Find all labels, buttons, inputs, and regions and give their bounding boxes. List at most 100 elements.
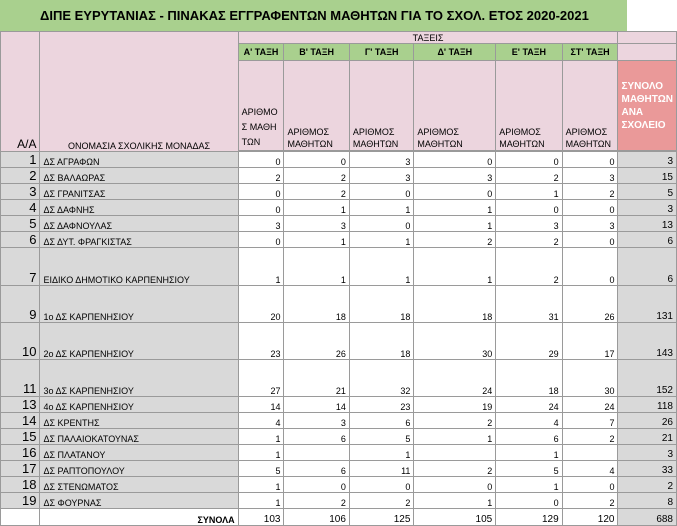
header-classes-group[interactable]: ΤΑΞΕΙΣ xyxy=(237,31,619,44)
student-count-cell[interactable]: 1 xyxy=(348,247,415,286)
student-count-cell[interactable]: 0 xyxy=(495,492,563,509)
school-name-cell[interactable]: ΔΣ ΚΡΕΝΤΗΣ xyxy=(39,412,239,429)
student-count-cell[interactable]: 1 xyxy=(237,428,285,445)
student-count-cell[interactable]: 21 xyxy=(283,359,350,397)
student-count-cell[interactable]: 30 xyxy=(561,359,619,397)
school-total-cell[interactable]: 131 xyxy=(617,285,677,323)
row-number-cell[interactable]: 14 xyxy=(0,412,41,429)
grand-total-cell[interactable]: 688 xyxy=(617,508,677,526)
student-count-cell[interactable]: 2 xyxy=(495,247,563,286)
school-total-cell[interactable]: 3 xyxy=(617,444,677,461)
school-total-cell[interactable]: 152 xyxy=(617,359,677,397)
row-number-cell[interactable]: 7 xyxy=(0,247,41,286)
student-count-cell[interactable]: 3 xyxy=(561,215,619,232)
student-count-cell[interactable]: 11 xyxy=(348,460,415,477)
school-name-cell[interactable]: ΔΣ ΓΡΑΝΙΤΣΑΣ xyxy=(39,183,239,200)
student-count-cell[interactable]: 2 xyxy=(283,492,350,509)
student-count-cell[interactable]: 17 xyxy=(561,322,619,360)
student-count-cell[interactable]: 23 xyxy=(348,396,415,413)
student-count-cell[interactable]: 1 xyxy=(348,231,415,248)
student-count-cell[interactable]: 6 xyxy=(283,460,350,477)
student-count-cell[interactable]: 6 xyxy=(495,428,563,445)
school-name-cell[interactable]: ΔΣ ΡΑΠΤΟΠΟΥΛΟΥ xyxy=(39,460,239,477)
row-number-cell[interactable]: 17 xyxy=(0,460,41,477)
header-class-a[interactable]: Α' ΤΑΞΗ xyxy=(237,43,285,61)
student-count-cell[interactable]: 0 xyxy=(413,151,497,168)
row-number-cell[interactable]: 19 xyxy=(0,492,41,509)
header-students-b[interactable]: ΑΡΙΘΜΟΣ ΜΑΘΗΤΩΝ xyxy=(283,60,350,151)
student-count-cell[interactable]: 26 xyxy=(283,322,350,360)
class-total-cell[interactable]: 103 xyxy=(237,508,285,526)
row-number-cell[interactable]: 5 xyxy=(0,215,41,232)
class-total-cell[interactable]: 120 xyxy=(561,508,619,526)
school-total-cell[interactable]: 143 xyxy=(617,322,677,360)
student-count-cell[interactable]: 1 xyxy=(283,231,350,248)
student-count-cell[interactable]: 19 xyxy=(413,396,497,413)
student-count-cell[interactable]: 18 xyxy=(283,285,350,323)
row-number-cell[interactable]: 3 xyxy=(0,183,41,200)
school-total-cell[interactable]: 118 xyxy=(617,396,677,413)
student-count-cell[interactable]: 5 xyxy=(237,460,285,477)
school-name-cell[interactable]: 4ο ΔΣ ΚΑΡΠΕΝΗΣΙΟΥ xyxy=(39,396,239,413)
student-count-cell[interactable]: 0 xyxy=(348,183,415,200)
student-count-cell[interactable]: 0 xyxy=(413,183,497,200)
totals-label[interactable]: ΣΥΝΟΛΑ xyxy=(39,508,239,526)
header-students-st[interactable]: ΑΡΙΘΜΟΣ ΜΑΘΗΤΩΝ xyxy=(561,60,619,151)
header-class-st[interactable]: ΣΤ' ΤΑΞΗ xyxy=(561,43,619,61)
student-count-cell[interactable]: 32 xyxy=(348,359,415,397)
header-class-c[interactable]: Γ' ΤΑΞΗ xyxy=(348,43,415,61)
student-count-cell[interactable]: 3 xyxy=(283,412,350,429)
student-count-cell[interactable]: 30 xyxy=(413,322,497,360)
school-name-cell[interactable]: ΔΣ ΔΥΤ. ΦΡΑΓΚΙΣΤΑΣ xyxy=(39,231,239,248)
row-number-cell[interactable]: 13 xyxy=(0,396,41,413)
student-count-cell[interactable]: 0 xyxy=(237,183,285,200)
student-count-cell[interactable]: 1 xyxy=(495,183,563,200)
student-count-cell[interactable]: 1 xyxy=(283,199,350,216)
student-count-cell[interactable]: 1 xyxy=(237,476,285,493)
student-count-cell[interactable]: 26 xyxy=(561,285,619,323)
student-count-cell[interactable]: 1 xyxy=(413,428,497,445)
student-count-cell[interactable]: 1 xyxy=(413,247,497,286)
header-aa[interactable]: Α/Α xyxy=(0,31,41,152)
header-students-c[interactable]: ΑΡΙΘΜΟΣ ΜΑΘΗΤΩΝ xyxy=(348,60,415,151)
student-count-cell[interactable]: 23 xyxy=(237,322,285,360)
student-count-cell[interactable]: 0 xyxy=(561,247,619,286)
student-count-cell[interactable]: 24 xyxy=(561,396,619,413)
totals-aa-blank[interactable] xyxy=(0,508,41,526)
student-count-cell[interactable]: 1 xyxy=(237,247,285,286)
row-number-cell[interactable]: 2 xyxy=(0,167,41,184)
student-count-cell[interactable]: 1 xyxy=(413,492,497,509)
student-count-cell[interactable]: 0 xyxy=(348,476,415,493)
student-count-cell[interactable]: 0 xyxy=(495,199,563,216)
title-bar[interactable]: ΔΙΠΕ ΕΥΡΥΤΑΝΙΑΣ - ΠΙΝΑΚΑΣ ΕΓΓΡΑΦΕΝΤΩΝ ΜΑ… xyxy=(0,0,627,32)
class-total-cell[interactable]: 129 xyxy=(495,508,563,526)
student-count-cell[interactable]: 0 xyxy=(561,151,619,168)
student-count-cell[interactable]: 6 xyxy=(283,428,350,445)
student-count-cell[interactable]: 0 xyxy=(413,476,497,493)
school-total-cell[interactable]: 13 xyxy=(617,215,677,232)
student-count-cell[interactable]: 29 xyxy=(495,322,563,360)
header-blank-cell[interactable] xyxy=(617,43,677,61)
row-number-cell[interactable]: 1 xyxy=(0,151,41,168)
student-count-cell[interactable]: 2 xyxy=(413,412,497,429)
student-count-cell[interactable]: 1 xyxy=(348,444,415,461)
student-count-cell[interactable]: 3 xyxy=(283,215,350,232)
header-class-b[interactable]: Β' ΤΑΞΗ xyxy=(283,43,350,61)
student-count-cell[interactable]: 3 xyxy=(348,167,415,184)
header-blank-cell[interactable] xyxy=(617,31,677,44)
student-count-cell[interactable]: 18 xyxy=(495,359,563,397)
header-students-a[interactable]: ΑΡΙΘΜΟΣ ΜΑΘΗΤΩΝ xyxy=(237,60,285,151)
student-count-cell[interactable]: 1 xyxy=(237,444,285,461)
student-count-cell[interactable]: 3 xyxy=(413,167,497,184)
row-number-cell[interactable]: 16 xyxy=(0,444,41,461)
student-count-cell[interactable]: 3 xyxy=(495,215,563,232)
student-count-cell[interactable]: 0 xyxy=(561,476,619,493)
student-count-cell[interactable]: 2 xyxy=(495,231,563,248)
row-number-cell[interactable]: 6 xyxy=(0,231,41,248)
student-count-cell[interactable]: 4 xyxy=(495,412,563,429)
student-count-cell[interactable]: 18 xyxy=(348,322,415,360)
student-count-cell[interactable]: 20 xyxy=(237,285,285,323)
student-count-cell[interactable]: 2 xyxy=(561,492,619,509)
school-name-cell[interactable]: ΔΣ ΔΑΦΝΗΣ xyxy=(39,199,239,216)
school-name-cell[interactable]: ΔΣ ΣΤΕΝΩΜΑΤΟΣ xyxy=(39,476,239,493)
